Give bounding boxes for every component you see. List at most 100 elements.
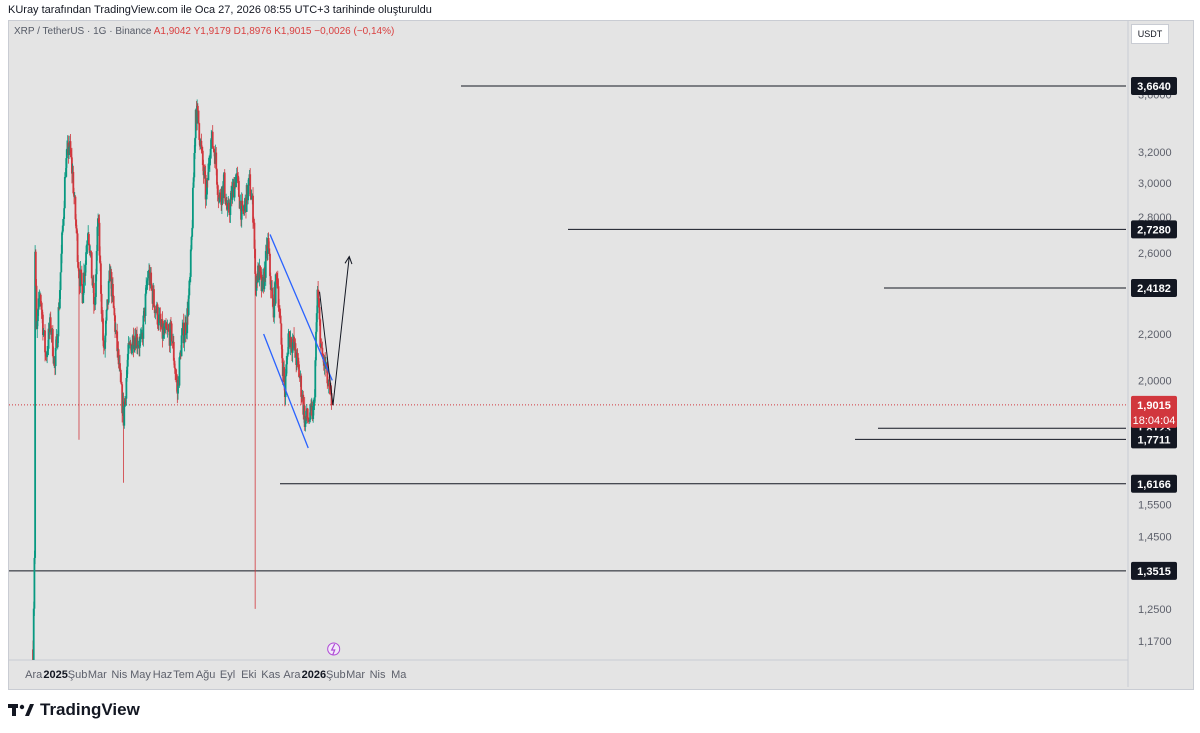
candle-body (72, 171, 75, 194)
candle-body (198, 123, 201, 140)
candle-body (286, 356, 288, 365)
candle-body (73, 193, 75, 197)
x-tick-label: Ara (283, 669, 301, 681)
candle-body (264, 251, 267, 278)
candle-body (49, 317, 52, 330)
candle-body (74, 196, 77, 220)
candle-body (231, 186, 234, 200)
candle-body (209, 148, 212, 159)
candle-body (326, 363, 329, 384)
candle-body (175, 377, 178, 383)
y-tick-label: 3,0000 (1138, 178, 1172, 190)
x-tick-label: Ağu (196, 669, 216, 681)
candle-body (187, 295, 190, 315)
candle-body (196, 105, 199, 124)
candle-body (163, 326, 166, 334)
candle-body (243, 204, 246, 211)
candle-body (139, 336, 142, 339)
candle-body (159, 314, 162, 323)
candle-body (300, 375, 303, 397)
candle-body (197, 110, 200, 124)
candle-body (107, 281, 110, 303)
candle-body (261, 280, 264, 292)
candle-body (233, 181, 236, 198)
candle-body (162, 328, 165, 339)
candle-body (189, 276, 191, 281)
x-tick-label: Ma (391, 669, 407, 681)
ohlc-open: A1,9042 (153, 26, 191, 37)
candle-body (136, 345, 139, 347)
candle-body (302, 394, 305, 415)
candle-body (252, 195, 254, 223)
candle-body (158, 314, 160, 326)
candle-body (215, 152, 218, 170)
candle-body (42, 314, 44, 336)
candle-body (276, 275, 278, 281)
candle-body (240, 200, 243, 220)
symbol-legend[interactable]: XRP / TetherUS · 1G · Binance A1,9042 Y1… (14, 26, 394, 37)
candle-body (205, 194, 208, 200)
candle-body (126, 366, 128, 378)
candle-body (242, 210, 245, 212)
candle-body (226, 206, 229, 210)
candle-body (95, 251, 98, 275)
candle-body (237, 180, 240, 197)
candle-body (76, 233, 79, 263)
candle-body (277, 286, 280, 308)
candle-body (284, 375, 287, 398)
candle-body (96, 226, 99, 252)
x-tick-label: Eki (241, 669, 256, 681)
candle-body (145, 285, 148, 294)
x-tick-label: Nis (370, 669, 386, 681)
ohlc-change: −0,0026 (−0,14%) (314, 26, 395, 37)
candle-body (259, 271, 262, 275)
candle-body (281, 344, 283, 359)
candle-body (184, 322, 187, 335)
candle-body (165, 323, 167, 329)
candle-body (119, 369, 122, 383)
candle-body (192, 177, 195, 188)
candle-body (183, 335, 186, 344)
candle-body (77, 262, 80, 269)
candle-body (167, 329, 170, 330)
candle-body (180, 335, 183, 357)
candle-body (46, 351, 49, 358)
candle-body (204, 174, 207, 200)
candle-body (56, 336, 59, 348)
candle-body (58, 290, 61, 309)
candle-body (329, 388, 332, 390)
candle-body (212, 147, 215, 149)
candle-body (34, 251, 37, 558)
candle-body (70, 153, 73, 158)
candle-body (285, 364, 288, 376)
candle-body (100, 263, 102, 294)
candle-body (247, 185, 249, 201)
candle-body (75, 219, 78, 229)
level-price-tag (1131, 430, 1177, 449)
candle-body (126, 353, 129, 367)
currency-button[interactable]: USDT (1131, 24, 1169, 44)
brand[interactable]: TradingView (8, 700, 140, 720)
candle-body (287, 333, 290, 355)
candle-body (315, 313, 318, 332)
candle-body (235, 174, 237, 188)
tradingview-logo-icon (8, 702, 34, 718)
symbol-name[interactable]: XRP / TetherUS · 1G · Binance (14, 26, 152, 37)
candle-body (104, 335, 107, 349)
candle-body (200, 140, 203, 147)
candle-body (320, 343, 323, 348)
level-price-tag (1131, 279, 1177, 298)
candle-body (142, 315, 145, 339)
candle-body (83, 272, 85, 294)
candle-body (201, 146, 203, 151)
candle-body (34, 251, 37, 286)
candle-body (271, 298, 274, 307)
candle-body (120, 382, 123, 385)
y-tick-label: 1,2500 (1138, 604, 1172, 616)
candle-body (44, 330, 46, 353)
candle-body (100, 293, 103, 314)
candle-body (174, 367, 177, 374)
candle-body (138, 338, 141, 348)
candle-body (80, 272, 83, 286)
